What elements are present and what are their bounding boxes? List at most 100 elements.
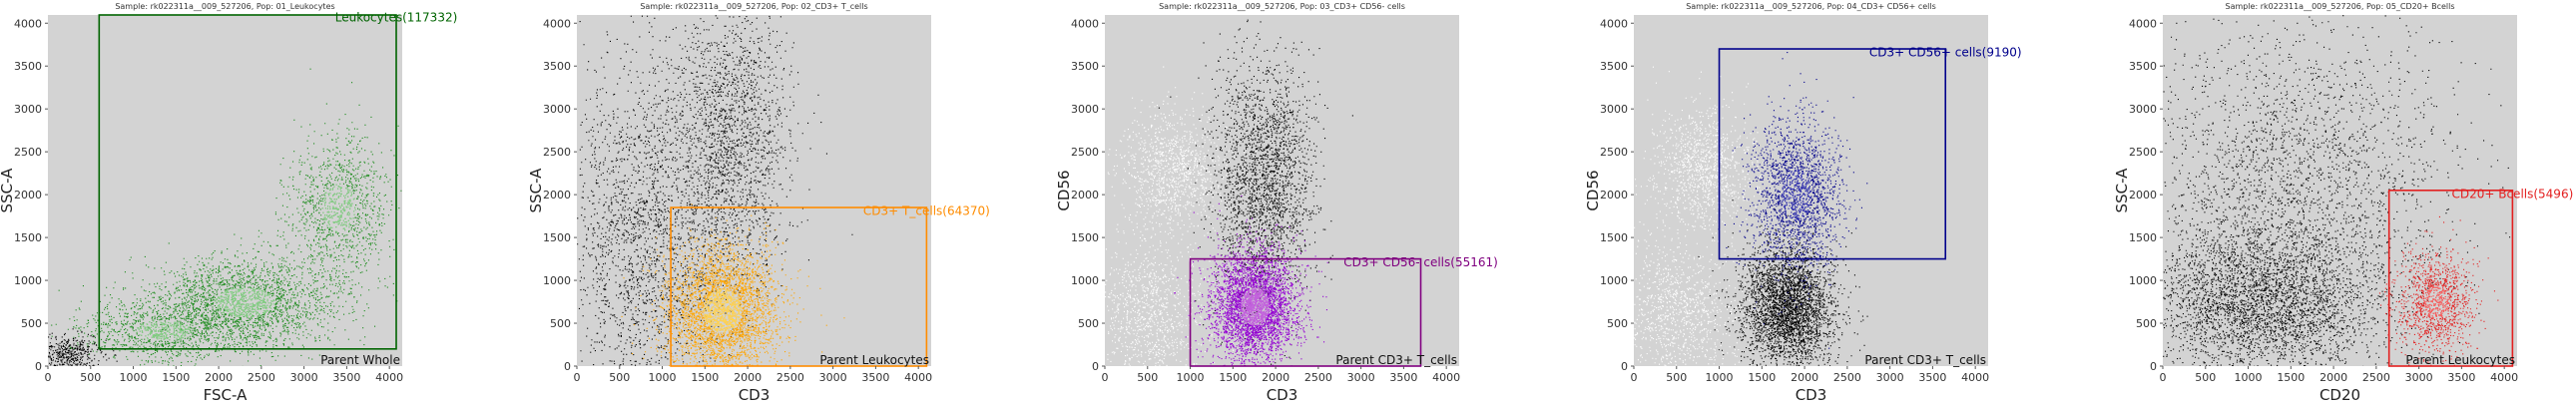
gate-rectangle[interactable] (98, 14, 397, 350)
plot-background (1105, 15, 1459, 366)
x-tick-label: 0 (574, 371, 581, 384)
scatter-points (51, 68, 402, 366)
x-tick-label: 0 (1102, 371, 1109, 384)
y-tick-label: 4000 (2129, 17, 2157, 30)
x-tick-label: 3500 (2447, 371, 2475, 384)
y-tick-label: 4000 (1600, 17, 1628, 30)
y-tick-label: 1000 (543, 274, 571, 287)
gate-rectangle[interactable] (2387, 190, 2514, 367)
chart-panel-4: Sample: rk022311a__009_527206, Pop: 04_C… (1584, 2, 2022, 404)
x-tick-label: 2500 (1304, 371, 1332, 384)
x-tick-label: 3000 (2405, 371, 2433, 384)
parent-label: Parent Leukocytes (2405, 353, 2515, 367)
x-tick-label: 1500 (691, 371, 719, 384)
y-tick-label: 4000 (543, 17, 571, 30)
x-tick-label: 4000 (1432, 371, 1460, 384)
x-tick-label: 3500 (332, 371, 360, 384)
gate-rectangle[interactable] (670, 206, 928, 367)
x-tick-label: 0 (45, 371, 52, 384)
y-tick-label: 2500 (1071, 146, 1099, 159)
x-tick-label: 1000 (1177, 371, 1205, 384)
x-tick-label: 4000 (2490, 371, 2518, 384)
y-tick-label: 1500 (543, 231, 571, 244)
x-tick-label: 1500 (2277, 371, 2305, 384)
x-tick-label: 1000 (120, 371, 148, 384)
x-tick-label: 2000 (1262, 371, 1289, 384)
y-tick-label: 2500 (2129, 146, 2157, 159)
x-tick-label: 0 (1631, 371, 1638, 384)
x-tick-label: 500 (609, 371, 630, 384)
gate-rectangle[interactable] (1718, 48, 1947, 260)
y-tick-label: 3500 (1071, 60, 1099, 73)
x-tick-label: 500 (80, 371, 101, 384)
gate-label: CD20+ Bcells(5496) (2451, 187, 2573, 201)
y-tick-label: 1000 (2129, 274, 2157, 287)
chart-panel-2: Sample: rk022311a__009_527206, Pop: 02_C… (527, 2, 990, 404)
parent-label: Parent Leukocytes (819, 353, 929, 367)
y-tick-label: 2000 (2129, 189, 2157, 202)
y-tick-label: 0 (1621, 360, 1628, 373)
y-tick-label: 500 (550, 317, 571, 330)
x-tick-label: 2500 (248, 371, 275, 384)
gate-label: CD3+ CD56+ cells(9190) (1869, 46, 2022, 60)
scatter-points (1174, 195, 1328, 366)
panel-title: Sample: rk022311a__009_527206, Pop: 02_C… (640, 2, 867, 11)
y-tick-label: 4000 (14, 17, 42, 30)
y-axis-label: SSC-A (0, 168, 16, 213)
density-core-points (703, 288, 742, 333)
x-tick-label: 2000 (2319, 371, 2347, 384)
scatter-points (1634, 66, 1776, 366)
gate-rectangle[interactable] (1189, 257, 1422, 367)
x-tick-label: 3000 (290, 371, 318, 384)
x-axis-label: CD3 (1267, 386, 1298, 404)
parent-label: Parent CD3+ T_cells (1335, 353, 1457, 367)
population-outside (48, 328, 118, 366)
scatter-points (2378, 215, 2499, 366)
gate-label: CD3+ CD56- cells(55161) (1343, 255, 1498, 269)
y-axis-label: SSC-A (2113, 168, 2131, 213)
gate-label: Leukocytes(117332) (335, 11, 458, 25)
y-tick-label: 2500 (14, 146, 42, 159)
x-tick-label: 2500 (2362, 371, 2390, 384)
x-axis-label: CD20 (2319, 386, 2360, 404)
density-core-points (1240, 287, 1270, 326)
x-tick-label: 3000 (819, 371, 847, 384)
x-tick-label: 2000 (1791, 371, 1818, 384)
population-outside (577, 15, 853, 366)
y-tick-label: 1500 (14, 231, 42, 244)
y-tick-label: 1000 (14, 274, 42, 287)
y-tick-label: 0 (1092, 360, 1099, 373)
population-outside (1698, 190, 1868, 366)
x-tick-label: 1500 (162, 371, 190, 384)
x-tick-label: 2000 (205, 371, 233, 384)
plot-background (577, 15, 931, 366)
y-tick-label: 3000 (543, 103, 571, 116)
x-tick-label: 4000 (904, 371, 932, 384)
x-tick-label: 3000 (1347, 371, 1375, 384)
x-tick-label: 500 (2195, 371, 2216, 384)
y-tick-label: 1000 (1071, 274, 1099, 287)
y-tick-label: 500 (2136, 317, 2157, 330)
x-axis-label: FSC-A (204, 386, 248, 404)
scatter-points (621, 203, 845, 366)
x-tick-label: 1000 (2235, 371, 2263, 384)
chart-panel-3: Sample: rk022311a__009_527206, Pop: 03_C… (1055, 2, 1498, 404)
x-tick-label: 500 (1666, 371, 1687, 384)
y-tick-label: 1500 (1600, 231, 1628, 244)
y-tick-label: 2000 (14, 189, 42, 202)
x-tick-label: 2000 (734, 371, 762, 384)
y-tick-label: 1500 (2129, 231, 2157, 244)
x-tick-label: 0 (2160, 371, 2167, 384)
panel-title: Sample: rk022311a__009_527206, Pop: 01_L… (115, 2, 334, 11)
population-gated (51, 68, 402, 366)
y-axis-label: SSC-A (527, 168, 545, 213)
y-tick-label: 500 (21, 317, 42, 330)
density-core-points (2423, 284, 2450, 320)
x-tick-label: 4000 (1961, 371, 1989, 384)
x-axis-label: CD3 (739, 386, 771, 404)
y-axis-label: CD56 (1055, 170, 1073, 210)
scatter-points (48, 328, 118, 366)
x-tick-label: 500 (1137, 371, 1158, 384)
y-tick-label: 500 (1607, 317, 1628, 330)
